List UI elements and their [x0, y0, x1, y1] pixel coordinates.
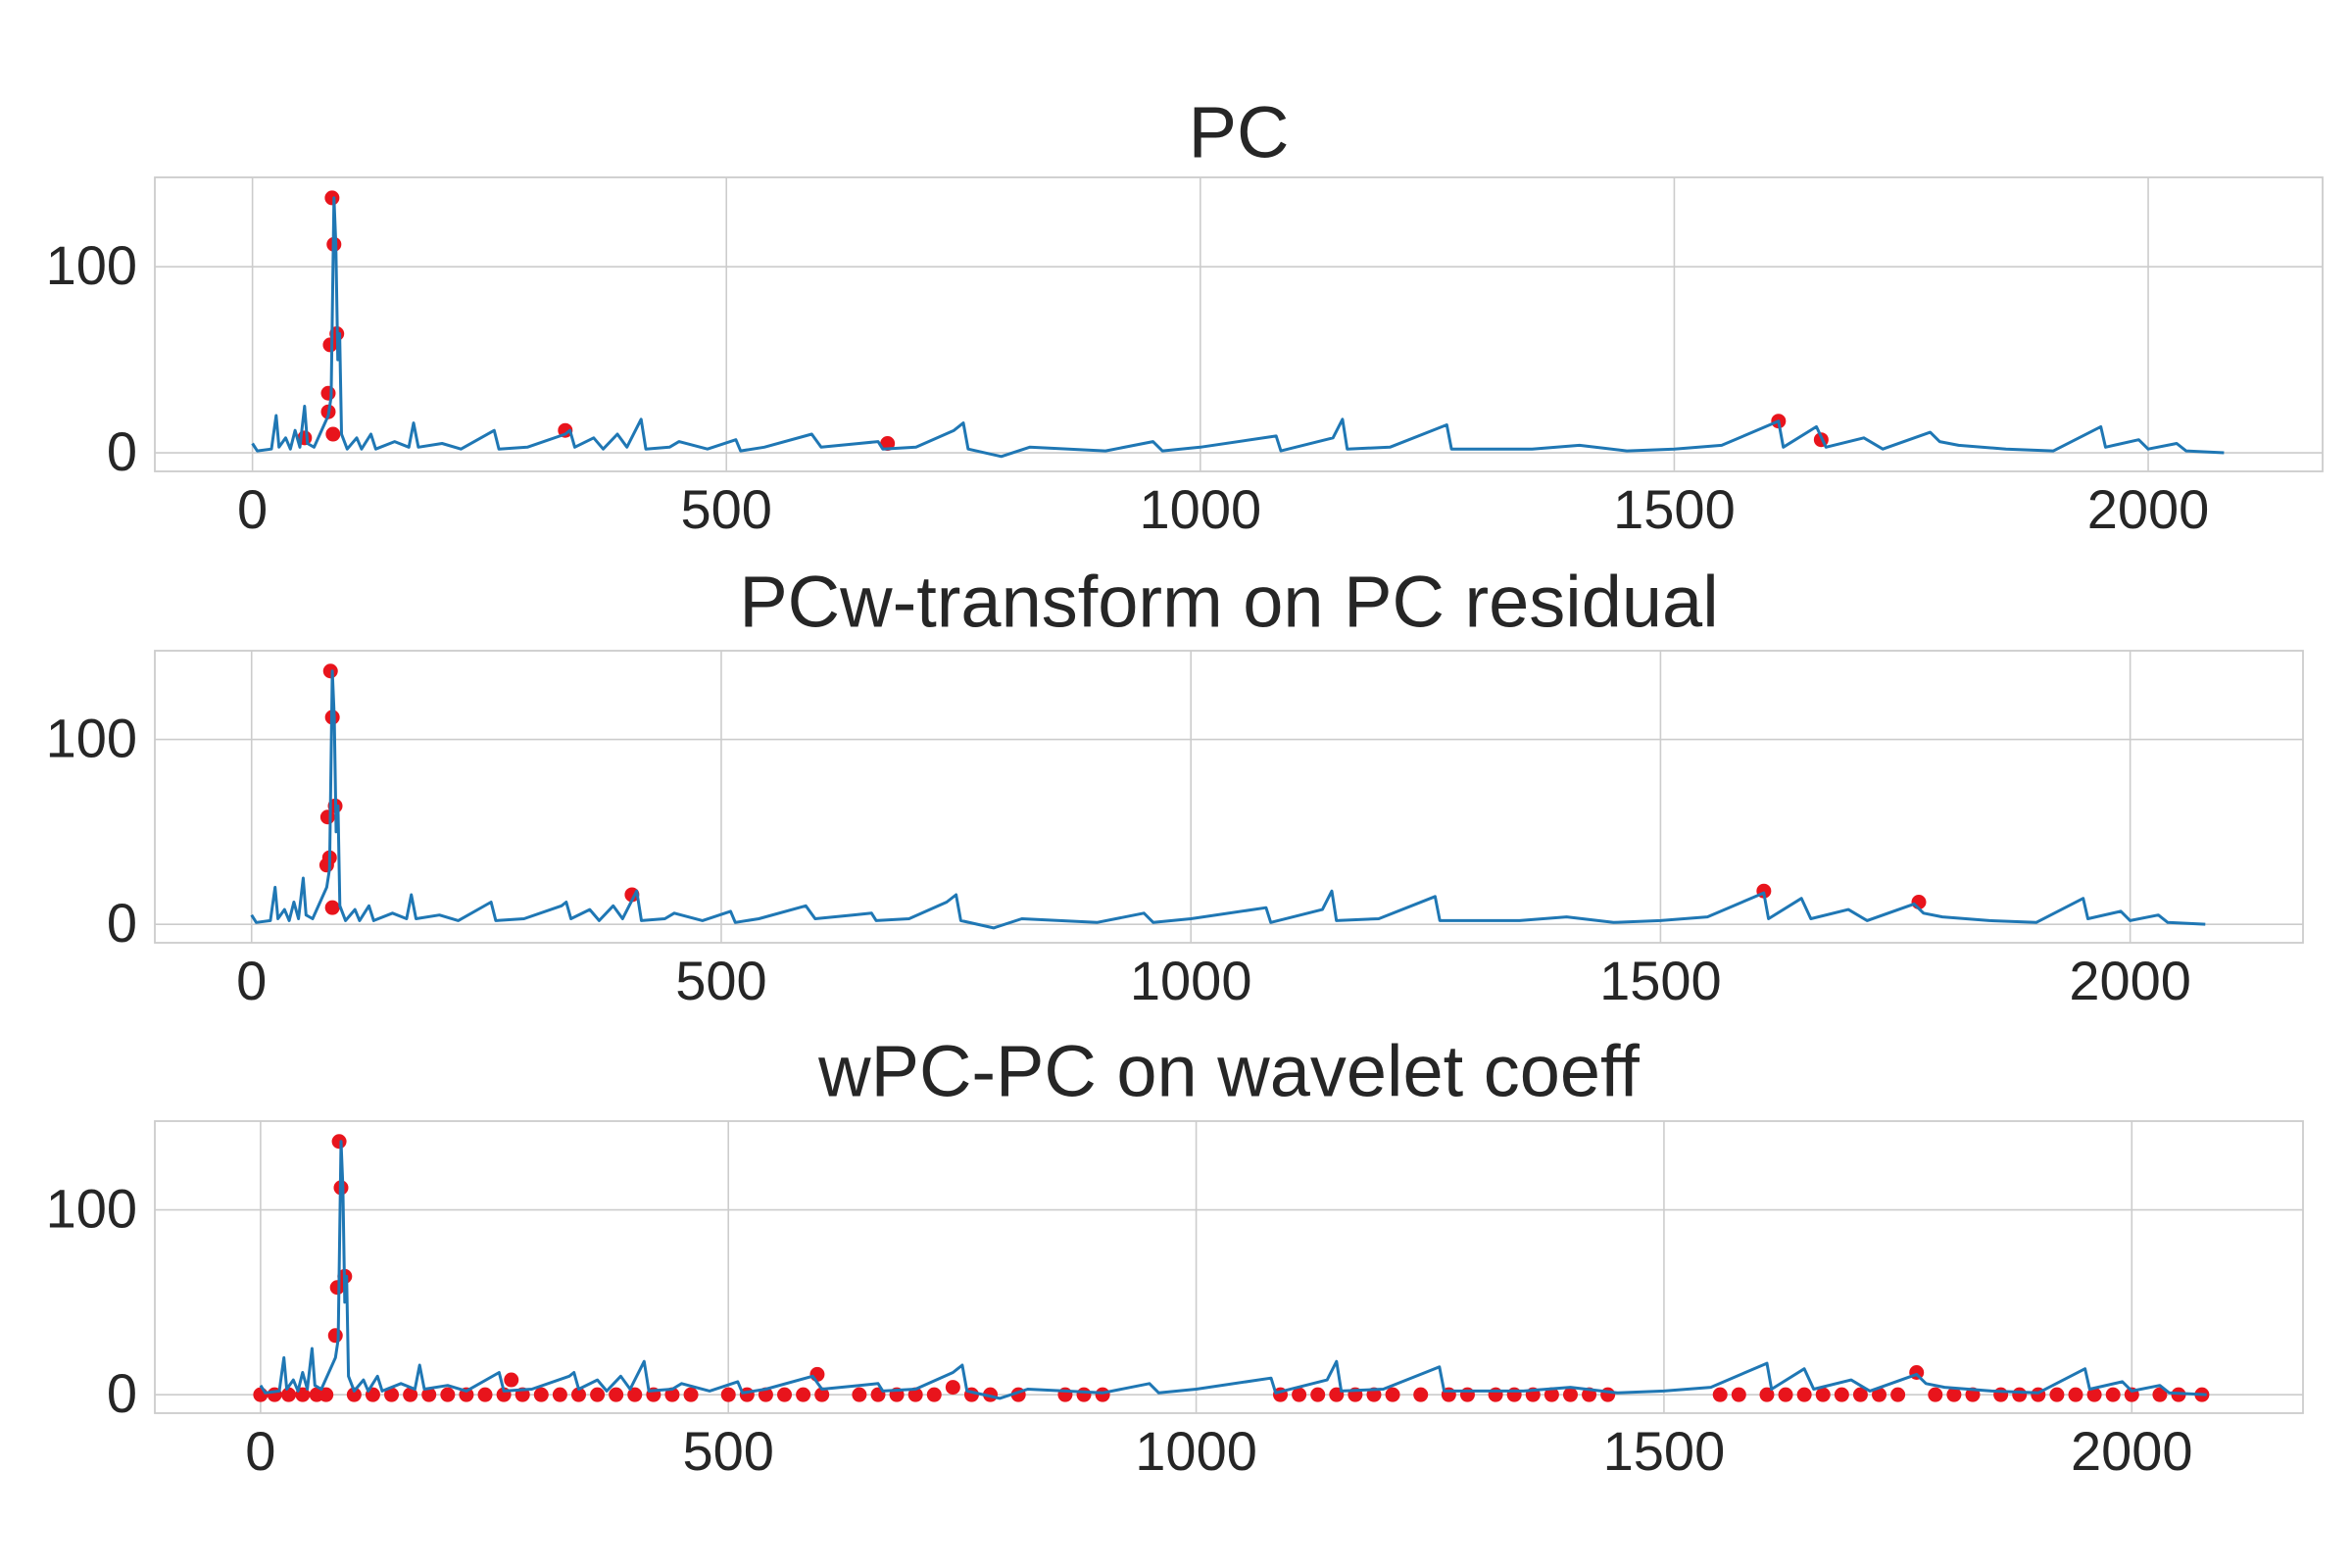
anomaly-point [329, 1280, 345, 1296]
anomaly-point [2049, 1387, 2065, 1402]
x-tick-label: 1500 [1613, 478, 1736, 540]
anomaly-point [570, 1387, 586, 1402]
plot-frame [154, 176, 2324, 472]
x-tick-label: 1000 [1135, 1420, 1257, 1482]
anomaly-point [2152, 1387, 2168, 1402]
anomaly-point [664, 1387, 680, 1402]
anomaly-point [2068, 1387, 2083, 1402]
anomaly-point [1928, 1387, 1943, 1402]
y-tick-label: 100 [46, 1177, 137, 1239]
anomaly-point [1778, 1387, 1793, 1402]
anomaly-point [1993, 1387, 2009, 1402]
x-tick-label: 1500 [1599, 950, 1722, 1011]
plot-frame [154, 1120, 2304, 1414]
anomaly-point [590, 1387, 606, 1402]
x-tick-label: 2000 [2071, 1420, 2193, 1482]
anomaly-point [683, 1387, 699, 1402]
anomaly-point [440, 1387, 456, 1402]
anomaly-point [1292, 1387, 1307, 1402]
anomaly-point [1852, 1387, 1868, 1402]
anomaly-point [1488, 1387, 1503, 1402]
anomaly-point [384, 1387, 400, 1402]
anomaly-point [1385, 1387, 1400, 1402]
anomaly-point [1506, 1387, 1522, 1402]
chart-title: PC [1189, 92, 1290, 173]
anomaly-point [1562, 1387, 1578, 1402]
anomaly-point [281, 1387, 297, 1402]
x-tick-label: 500 [683, 1420, 774, 1482]
x-tick-label: 1000 [1130, 950, 1252, 1011]
y-tick-label: 0 [107, 420, 137, 482]
anomaly-point [907, 1387, 923, 1402]
anomaly-point [1310, 1387, 1326, 1402]
x-tick-label: 0 [237, 478, 268, 540]
anomaly-point [324, 900, 340, 915]
y-tick-label: 0 [107, 1362, 137, 1424]
anomaly-point [777, 1387, 793, 1402]
x-tick-label: 1500 [1603, 1420, 1726, 1482]
x-tick-label: 500 [681, 478, 772, 540]
anomaly-point [320, 385, 336, 401]
anomaly-point [1076, 1387, 1092, 1402]
anomaly-point [331, 1134, 347, 1150]
chart-title: PCw-transform on PC residual [739, 562, 1718, 643]
anomaly-point [720, 1387, 736, 1402]
anomaly-point [945, 1380, 960, 1396]
anomaly-point [1796, 1387, 1812, 1402]
anomaly-point [852, 1387, 867, 1402]
data-line [250, 669, 2206, 930]
anomaly-point [1600, 1387, 1616, 1402]
anomaly-point [1946, 1387, 1962, 1402]
anomaly-point [1413, 1387, 1429, 1402]
x-tick-label: 2000 [2087, 478, 2210, 540]
x-tick-label: 2000 [2069, 950, 2191, 1011]
x-tick-label: 1000 [1140, 478, 1262, 540]
x-tick-label: 500 [675, 950, 766, 1011]
anomaly-point [1834, 1387, 1849, 1402]
anomaly-point [2086, 1387, 2102, 1402]
anomaly-point [327, 1328, 343, 1344]
anomaly-point [1544, 1387, 1559, 1402]
anomaly-point [253, 1387, 269, 1402]
anomaly-point [533, 1387, 549, 1402]
data-line [251, 196, 2225, 459]
anomaly-point [1890, 1387, 1906, 1402]
anomaly-point [1459, 1387, 1475, 1402]
plot-frame [154, 650, 2304, 944]
x-tick-label: 0 [245, 1420, 275, 1482]
anomaly-point [1759, 1387, 1775, 1402]
data-line [259, 1140, 2207, 1400]
chart-title: wPC-PC on wavelet coeff [817, 1031, 1640, 1112]
anomaly-point [346, 1387, 362, 1402]
anomaly-point [324, 190, 340, 206]
anomaly-point [627, 1387, 643, 1402]
anomaly-point [1095, 1387, 1110, 1402]
anomaly-point [926, 1387, 942, 1402]
y-tick-label: 100 [46, 707, 137, 768]
anomaly-point [1815, 1387, 1831, 1402]
y-tick-label: 100 [46, 234, 137, 296]
anomaly-point [1872, 1387, 1887, 1402]
anomaly-point [609, 1387, 624, 1402]
anomaly-point [322, 663, 338, 679]
anomaly-point [421, 1387, 437, 1402]
anomaly-point [814, 1387, 830, 1402]
anomaly-point [1712, 1387, 1728, 1402]
anomaly-point [325, 426, 341, 442]
anomaly-point [1731, 1387, 1746, 1402]
anomaly-point [319, 809, 335, 825]
anomaly-point [477, 1387, 493, 1402]
anomaly-point [504, 1372, 519, 1388]
anomaly-point [2105, 1387, 2121, 1402]
x-tick-label: 0 [236, 950, 267, 1011]
anomaly-point [809, 1366, 825, 1382]
anomaly-point [796, 1387, 811, 1402]
anomaly-point [552, 1387, 567, 1402]
anomaly-point [318, 1387, 334, 1402]
anomaly-point [322, 337, 338, 353]
y-tick-label: 0 [107, 892, 137, 954]
anomaly-point [403, 1387, 418, 1402]
anomaly-point [2012, 1387, 2028, 1402]
